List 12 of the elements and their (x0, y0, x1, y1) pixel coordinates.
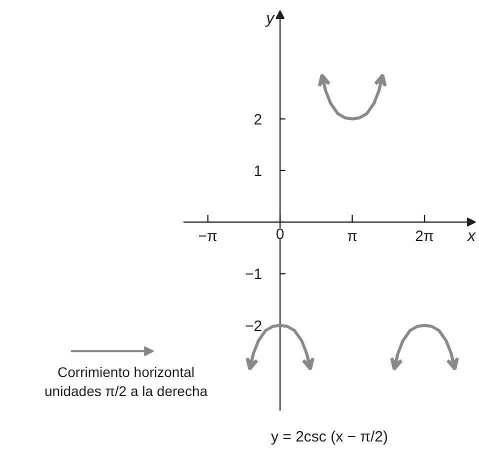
x-tick-label: π (347, 228, 358, 246)
text: y = 2csc (x − π/2) (270, 428, 388, 446)
y-tick-label: 2 (254, 111, 262, 128)
annotation: Corrimiento horizontal unidades π/2 a la derecha (44, 364, 208, 400)
x-tick-label: 0 (276, 226, 284, 244)
y-tick-label: −2 (244, 318, 262, 335)
y-axis-title: y (265, 10, 276, 28)
y-tick-label: 1 (254, 163, 262, 180)
x-tick-label: 2π (415, 228, 434, 246)
x-axis-title: x (466, 228, 476, 246)
y-tick-label: −1 (244, 266, 262, 284)
x-tick-label: −π (198, 228, 218, 246)
